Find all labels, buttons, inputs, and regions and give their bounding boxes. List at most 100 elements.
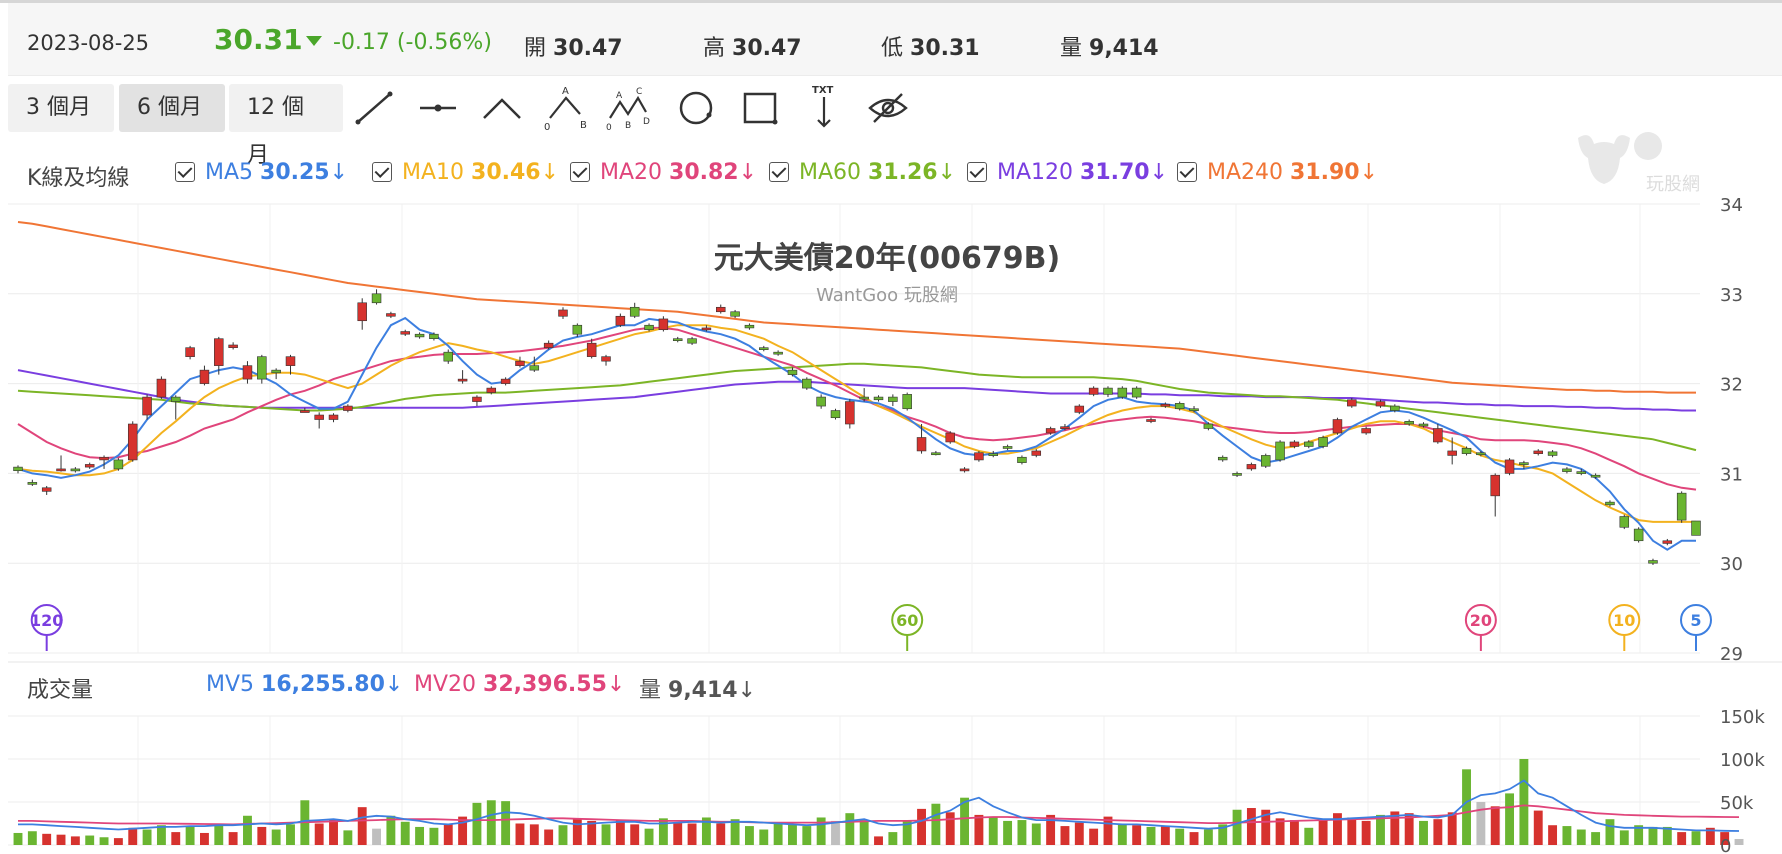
down-triangle-icon bbox=[306, 36, 322, 46]
volume-bar bbox=[945, 812, 955, 845]
volume-axis: 150k 100k 50k 0 bbox=[1720, 707, 1765, 854]
candle-body bbox=[1519, 462, 1529, 465]
ma5-toggle[interactable]: MA5 30.25↓ bbox=[175, 160, 348, 185]
ma10-checkbox[interactable] bbox=[372, 162, 392, 182]
candle-body bbox=[1160, 403, 1171, 407]
ma-period-marker: 5 bbox=[1680, 604, 1712, 651]
candlestick bbox=[357, 298, 367, 330]
ma5-value: 30.25 bbox=[260, 160, 330, 185]
candlestick bbox=[1691, 520, 1701, 536]
volume-bar bbox=[314, 823, 324, 845]
volume-bar bbox=[443, 824, 453, 845]
ma60-checkbox[interactable] bbox=[769, 162, 789, 182]
candlestick bbox=[873, 395, 884, 402]
candle-body bbox=[586, 342, 597, 357]
volume-bar bbox=[271, 829, 281, 845]
ma240-checkbox[interactable] bbox=[1177, 162, 1197, 182]
candle-body bbox=[1676, 492, 1687, 521]
candle-body bbox=[1633, 528, 1644, 542]
ma60-toggle[interactable]: MA60 31.26↓ bbox=[769, 160, 956, 185]
volume-bar bbox=[458, 816, 468, 845]
ma20-checkbox[interactable] bbox=[570, 162, 590, 182]
abc-a-label: A bbox=[562, 86, 569, 97]
candlestick bbox=[1662, 538, 1673, 546]
candle-body bbox=[257, 356, 267, 380]
candle-body bbox=[1662, 540, 1673, 544]
volume-bar bbox=[902, 820, 912, 845]
range-12m-button[interactable]: 12 個月 bbox=[229, 84, 343, 168]
abc-pattern-icon[interactable]: 0 A B bbox=[544, 84, 588, 133]
rectangle-tool-icon[interactable] bbox=[738, 84, 782, 132]
candle-body bbox=[285, 356, 296, 366]
segment-tool-icon[interactable] bbox=[416, 84, 460, 132]
candlestick bbox=[400, 329, 410, 337]
volume-bar bbox=[1103, 816, 1113, 845]
circle-tool-icon[interactable] bbox=[674, 84, 718, 132]
candlestick bbox=[959, 467, 970, 473]
candle-body bbox=[127, 423, 138, 461]
candlestick bbox=[974, 450, 984, 462]
volume-bar bbox=[501, 801, 511, 845]
candlestick bbox=[744, 323, 755, 330]
volume-bar bbox=[329, 819, 338, 845]
marker-label: 120 bbox=[30, 611, 63, 630]
ma240-toggle[interactable]: MA240 31.90↓ bbox=[1177, 160, 1378, 185]
volume-bar bbox=[1490, 806, 1500, 845]
volume-bar bbox=[1648, 826, 1658, 845]
candlestick bbox=[787, 367, 798, 377]
range-3m-button[interactable]: 3 個月 bbox=[8, 84, 114, 132]
candle-body bbox=[1433, 428, 1443, 443]
candlestick bbox=[629, 302, 640, 319]
volume-bar bbox=[199, 832, 209, 845]
candle-body bbox=[171, 396, 181, 402]
ma240-label: MA240 bbox=[1207, 160, 1284, 185]
candlestick bbox=[1361, 426, 1371, 435]
line-tool-icon[interactable] bbox=[352, 84, 396, 132]
text-tool-icon[interactable]: TXT bbox=[802, 84, 846, 132]
candle-body bbox=[1404, 421, 1414, 425]
mv20-arrow-icon: ↓ bbox=[606, 672, 626, 697]
candlestick bbox=[1619, 514, 1630, 530]
candle-body bbox=[687, 338, 697, 344]
candlestick bbox=[1648, 558, 1658, 565]
candlestick bbox=[1447, 437, 1457, 465]
ma20-toggle[interactable]: MA20 30.82↓ bbox=[570, 160, 757, 185]
candle-body bbox=[1691, 520, 1701, 536]
volume-bar bbox=[874, 836, 883, 845]
candlestick bbox=[84, 462, 95, 469]
candle-body bbox=[1576, 471, 1587, 474]
candlestick bbox=[1490, 473, 1500, 517]
ma5-checkbox[interactable] bbox=[175, 162, 195, 182]
candlestick bbox=[1031, 449, 1042, 458]
volume-bar bbox=[214, 825, 224, 845]
candle-body bbox=[1533, 450, 1543, 454]
hide-icon[interactable] bbox=[866, 84, 910, 132]
ma120-checkbox[interactable] bbox=[967, 162, 987, 182]
volume-bar bbox=[142, 829, 152, 845]
range-6m-button[interactable]: 6 個月 bbox=[119, 84, 225, 132]
candlestick bbox=[1217, 455, 1228, 462]
candle-body bbox=[500, 378, 511, 384]
volume-bar bbox=[1720, 832, 1730, 845]
candle-body bbox=[1275, 441, 1285, 461]
volume-tick-label: 50k bbox=[1720, 793, 1754, 814]
candlestick bbox=[328, 413, 339, 423]
ma10-toggle[interactable]: MA10 30.46↓ bbox=[372, 160, 559, 185]
candle-body bbox=[802, 378, 812, 389]
candlestick bbox=[543, 340, 554, 350]
ma120-toggle[interactable]: MA120 31.70↓ bbox=[967, 160, 1168, 185]
volume-bar bbox=[701, 817, 711, 845]
abcd-pattern-icon[interactable]: 0 A B C D bbox=[606, 84, 650, 133]
candlestick bbox=[1232, 471, 1242, 477]
candle-body bbox=[1117, 387, 1128, 398]
candlestick bbox=[1332, 417, 1343, 435]
candle-body bbox=[601, 356, 611, 362]
volume-bar bbox=[558, 825, 568, 845]
volume-bar bbox=[1275, 818, 1285, 845]
marker-label: 20 bbox=[1470, 611, 1492, 630]
candle-body bbox=[386, 313, 396, 317]
candlestick bbox=[1174, 401, 1185, 411]
volume-bar bbox=[1447, 812, 1457, 845]
angle-tool-icon[interactable] bbox=[480, 84, 524, 132]
